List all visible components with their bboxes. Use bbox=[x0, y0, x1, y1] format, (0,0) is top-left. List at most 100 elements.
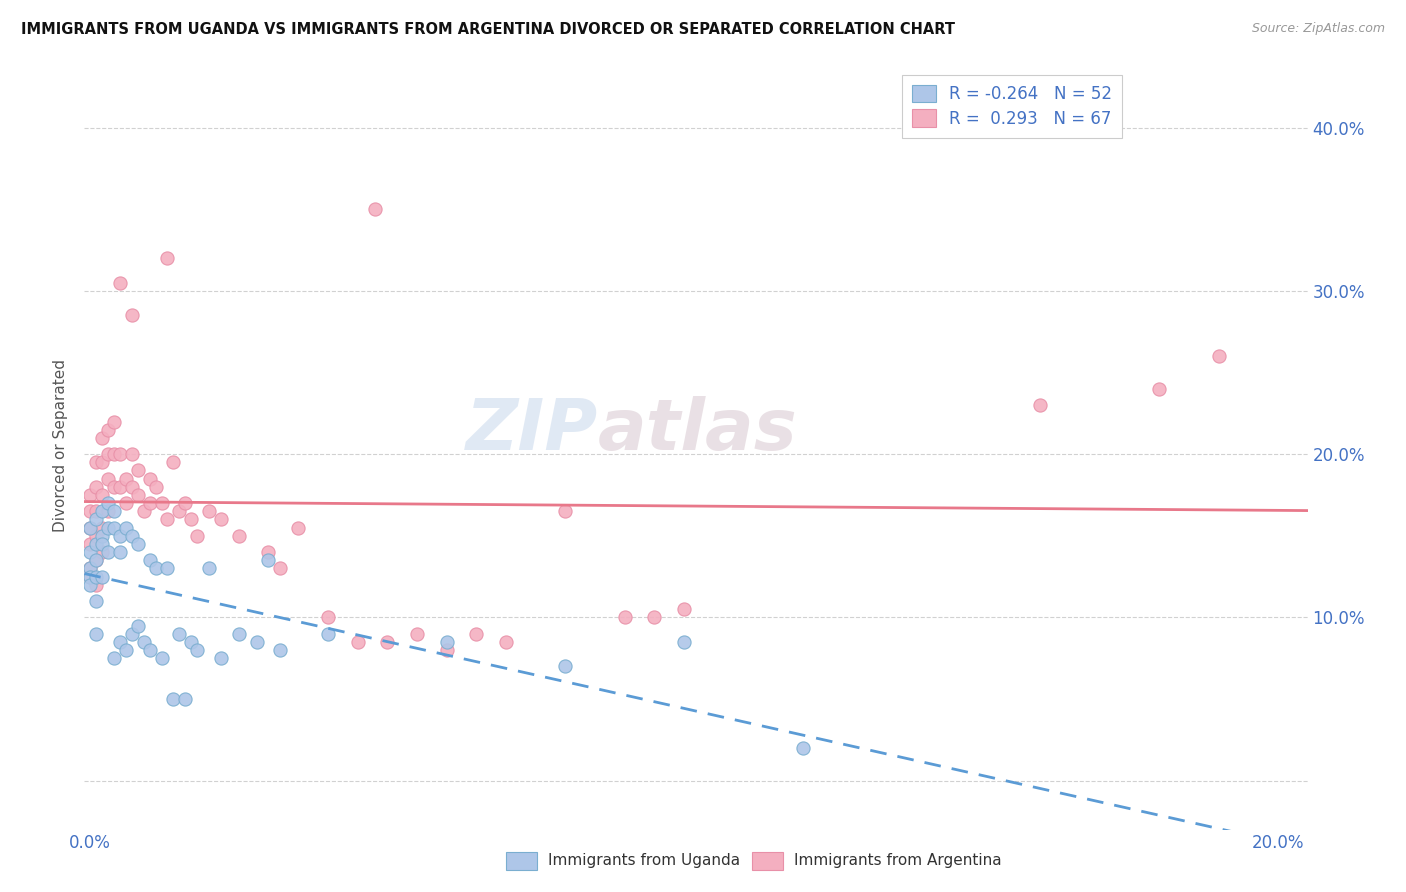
Point bbox=[156, 512, 179, 526]
Point bbox=[91, 455, 114, 469]
Point bbox=[186, 529, 208, 543]
Point bbox=[84, 578, 107, 592]
Text: IMMIGRANTS FROM UGANDA VS IMMIGRANTS FROM ARGENTINA DIVORCED OR SEPARATED CORREL: IMMIGRANTS FROM UGANDA VS IMMIGRANTS FRO… bbox=[21, 22, 955, 37]
Point bbox=[169, 626, 191, 640]
Point bbox=[162, 455, 184, 469]
Text: atlas: atlas bbox=[598, 396, 797, 465]
Point bbox=[436, 643, 458, 657]
Point bbox=[91, 545, 114, 559]
Point bbox=[103, 520, 125, 534]
Point bbox=[150, 651, 173, 665]
Point bbox=[145, 480, 167, 494]
Point bbox=[245, 635, 267, 649]
Point bbox=[91, 431, 114, 445]
Point bbox=[127, 618, 149, 632]
Point bbox=[375, 635, 398, 649]
Point bbox=[91, 537, 114, 551]
Point bbox=[84, 569, 107, 583]
Point bbox=[198, 561, 221, 575]
Point bbox=[79, 520, 101, 534]
Point bbox=[316, 626, 339, 640]
Point bbox=[121, 529, 143, 543]
Point bbox=[364, 202, 387, 217]
Point bbox=[673, 635, 696, 649]
Point bbox=[108, 635, 131, 649]
Point bbox=[269, 561, 291, 575]
Point bbox=[91, 520, 114, 534]
Point bbox=[1147, 382, 1170, 396]
Point bbox=[436, 635, 458, 649]
Point bbox=[79, 569, 101, 583]
Point bbox=[84, 626, 107, 640]
Point bbox=[228, 626, 250, 640]
Text: Immigrants from Argentina: Immigrants from Argentina bbox=[794, 854, 1002, 868]
Point bbox=[91, 529, 114, 543]
Point bbox=[792, 741, 814, 756]
Point bbox=[121, 309, 143, 323]
Point bbox=[108, 529, 131, 543]
Point bbox=[554, 659, 576, 673]
Point bbox=[156, 561, 179, 575]
Point bbox=[84, 594, 107, 608]
Point bbox=[127, 463, 149, 477]
Point bbox=[79, 488, 101, 502]
Point bbox=[613, 610, 636, 624]
Point bbox=[138, 496, 160, 510]
Point bbox=[174, 692, 197, 706]
Legend: R = -0.264   N = 52, R =  0.293   N = 67: R = -0.264 N = 52, R = 0.293 N = 67 bbox=[903, 75, 1122, 137]
Point bbox=[554, 504, 576, 518]
Point bbox=[1208, 349, 1230, 363]
Point bbox=[121, 626, 143, 640]
Point bbox=[209, 651, 232, 665]
Point bbox=[162, 692, 184, 706]
Point bbox=[138, 553, 160, 567]
Point bbox=[84, 512, 107, 526]
Point bbox=[97, 423, 120, 437]
Point bbox=[287, 520, 309, 534]
Point bbox=[91, 504, 114, 518]
Point bbox=[121, 480, 143, 494]
Text: Source: ZipAtlas.com: Source: ZipAtlas.com bbox=[1251, 22, 1385, 36]
Point bbox=[97, 472, 120, 486]
Point bbox=[138, 643, 160, 657]
Point bbox=[97, 520, 120, 534]
Point bbox=[103, 651, 125, 665]
Point bbox=[1029, 398, 1052, 412]
Y-axis label: Divorced or Separated: Divorced or Separated bbox=[53, 359, 69, 533]
Point bbox=[84, 480, 107, 494]
Point bbox=[108, 447, 131, 461]
Point bbox=[346, 635, 368, 649]
Point bbox=[169, 504, 191, 518]
Point bbox=[132, 504, 155, 518]
Bar bbox=[506, 852, 537, 870]
Point bbox=[79, 537, 101, 551]
Point bbox=[97, 504, 120, 518]
Point bbox=[269, 643, 291, 657]
Point bbox=[209, 512, 232, 526]
Point bbox=[115, 496, 138, 510]
Point bbox=[495, 635, 517, 649]
Point bbox=[198, 504, 221, 518]
Bar bbox=[752, 852, 783, 870]
Point bbox=[145, 561, 167, 575]
Point bbox=[79, 545, 101, 559]
Point bbox=[84, 553, 107, 567]
Point bbox=[79, 561, 101, 575]
Point bbox=[465, 626, 488, 640]
Point bbox=[84, 553, 107, 567]
Point bbox=[180, 635, 202, 649]
Point bbox=[103, 447, 125, 461]
Point bbox=[127, 488, 149, 502]
Point bbox=[150, 496, 173, 510]
Point bbox=[180, 512, 202, 526]
Point bbox=[228, 529, 250, 543]
Point bbox=[79, 569, 101, 583]
Point bbox=[186, 643, 208, 657]
Point bbox=[108, 545, 131, 559]
Point bbox=[127, 537, 149, 551]
Point bbox=[84, 455, 107, 469]
Point bbox=[115, 472, 138, 486]
Point bbox=[79, 561, 101, 575]
Text: ZIP: ZIP bbox=[465, 396, 598, 465]
Point bbox=[79, 520, 101, 534]
